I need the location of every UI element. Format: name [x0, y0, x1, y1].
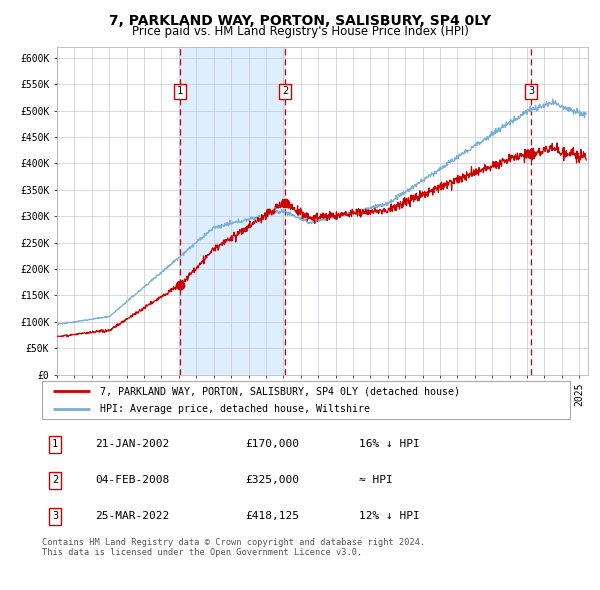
Text: 04-FEB-2008: 04-FEB-2008: [95, 476, 169, 486]
Text: 7, PARKLAND WAY, PORTON, SALISBURY, SP4 0LY: 7, PARKLAND WAY, PORTON, SALISBURY, SP4 …: [109, 14, 491, 28]
Text: £325,000: £325,000: [245, 476, 299, 486]
Text: 1: 1: [176, 86, 183, 96]
Text: Contains HM Land Registry data © Crown copyright and database right 2024.
This d: Contains HM Land Registry data © Crown c…: [42, 538, 425, 558]
Bar: [180, 47, 285, 375]
Text: 1: 1: [52, 440, 58, 450]
Text: 3: 3: [528, 86, 534, 96]
Text: 7, PARKLAND WAY, PORTON, SALISBURY, SP4 0LY (detached house): 7, PARKLAND WAY, PORTON, SALISBURY, SP4 …: [100, 386, 460, 396]
Text: 21-JAN-2002: 21-JAN-2002: [95, 440, 169, 450]
Text: 16% ↓ HPI: 16% ↓ HPI: [359, 440, 419, 450]
Text: 2: 2: [282, 86, 288, 96]
Text: 25-MAR-2022: 25-MAR-2022: [95, 512, 169, 522]
Text: 12% ↓ HPI: 12% ↓ HPI: [359, 512, 419, 522]
Text: HPI: Average price, detached house, Wiltshire: HPI: Average price, detached house, Wilt…: [100, 404, 370, 414]
Text: ≈ HPI: ≈ HPI: [359, 476, 392, 486]
Text: £170,000: £170,000: [245, 440, 299, 450]
Text: £418,125: £418,125: [245, 512, 299, 522]
FancyBboxPatch shape: [42, 381, 570, 419]
Text: 2: 2: [52, 476, 58, 486]
Text: Price paid vs. HM Land Registry's House Price Index (HPI): Price paid vs. HM Land Registry's House …: [131, 25, 469, 38]
Text: 3: 3: [52, 512, 58, 522]
